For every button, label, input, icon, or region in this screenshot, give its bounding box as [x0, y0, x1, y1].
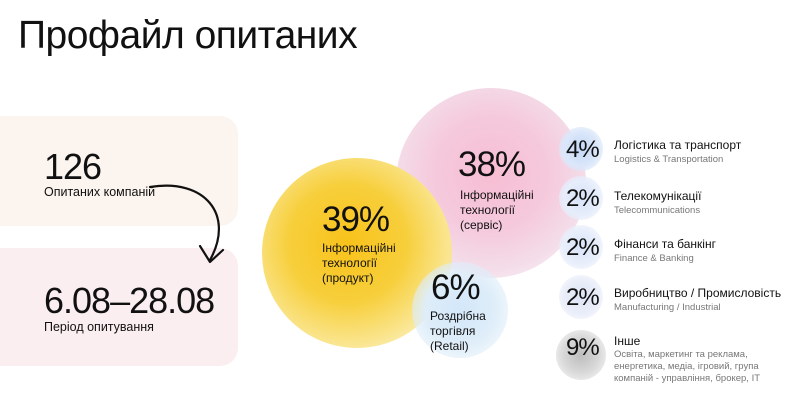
list-bubble-manufacturing [559, 275, 603, 319]
companies-label: Опитаних компаній [44, 185, 156, 199]
list-label-logistics: Логістика та транспорт [614, 138, 742, 152]
list-label-telecom: Телекомунікації [614, 189, 702, 203]
period-card [0, 248, 238, 366]
list-value-telecom: 2% [566, 185, 600, 212]
list-sublabel-manufacturing: Manufacturing / Industrial [614, 302, 721, 313]
seg-label-retail: Роздрібна торгівля (Retail) [430, 309, 486, 353]
seg-label-it-product: Інформаційні технології (продукт) [322, 241, 396, 285]
list-sublabel-other: Освіта, маркетинг та реклама, енергетика… [614, 349, 761, 384]
list-value-other: 9% [566, 334, 600, 361]
list-sublabel-logistics: Logistics & Transportation [614, 154, 724, 165]
bubble-retail [412, 262, 508, 358]
list-bubble-finance [559, 225, 603, 269]
period-value: 6.08–28.08 [44, 280, 215, 321]
list-sublabel-finance: Finance & Banking [614, 253, 694, 264]
list-value-finance: 2% [566, 234, 600, 261]
list-label-other: Інше [614, 334, 641, 348]
list-sublabel-telecom: Telecommunications [614, 205, 701, 216]
list-label-manufacturing: Виробництво / Промисловість [614, 286, 782, 300]
page-title: Профайл опитаних [18, 14, 358, 57]
curved-arrow-icon [148, 184, 225, 264]
seg-value-it-product: 39% [322, 200, 390, 239]
seg-value-it-service: 38% [458, 145, 526, 184]
list-bubble-logistics [559, 127, 603, 171]
period-label: Період опитування [44, 320, 154, 334]
list-label-finance: Фінанси та банкінг [614, 237, 716, 251]
list-bubble-telecom [559, 176, 603, 220]
seg-label-it-service: Інформаційні технології (сервіс) [460, 188, 534, 232]
seg-value-retail: 6% [431, 268, 481, 307]
companies-card [0, 116, 238, 226]
companies-value: 126 [44, 146, 102, 187]
list-bubble-other [556, 330, 606, 380]
list-value-manufacturing: 2% [566, 284, 600, 311]
list-value-logistics: 4% [566, 136, 600, 163]
